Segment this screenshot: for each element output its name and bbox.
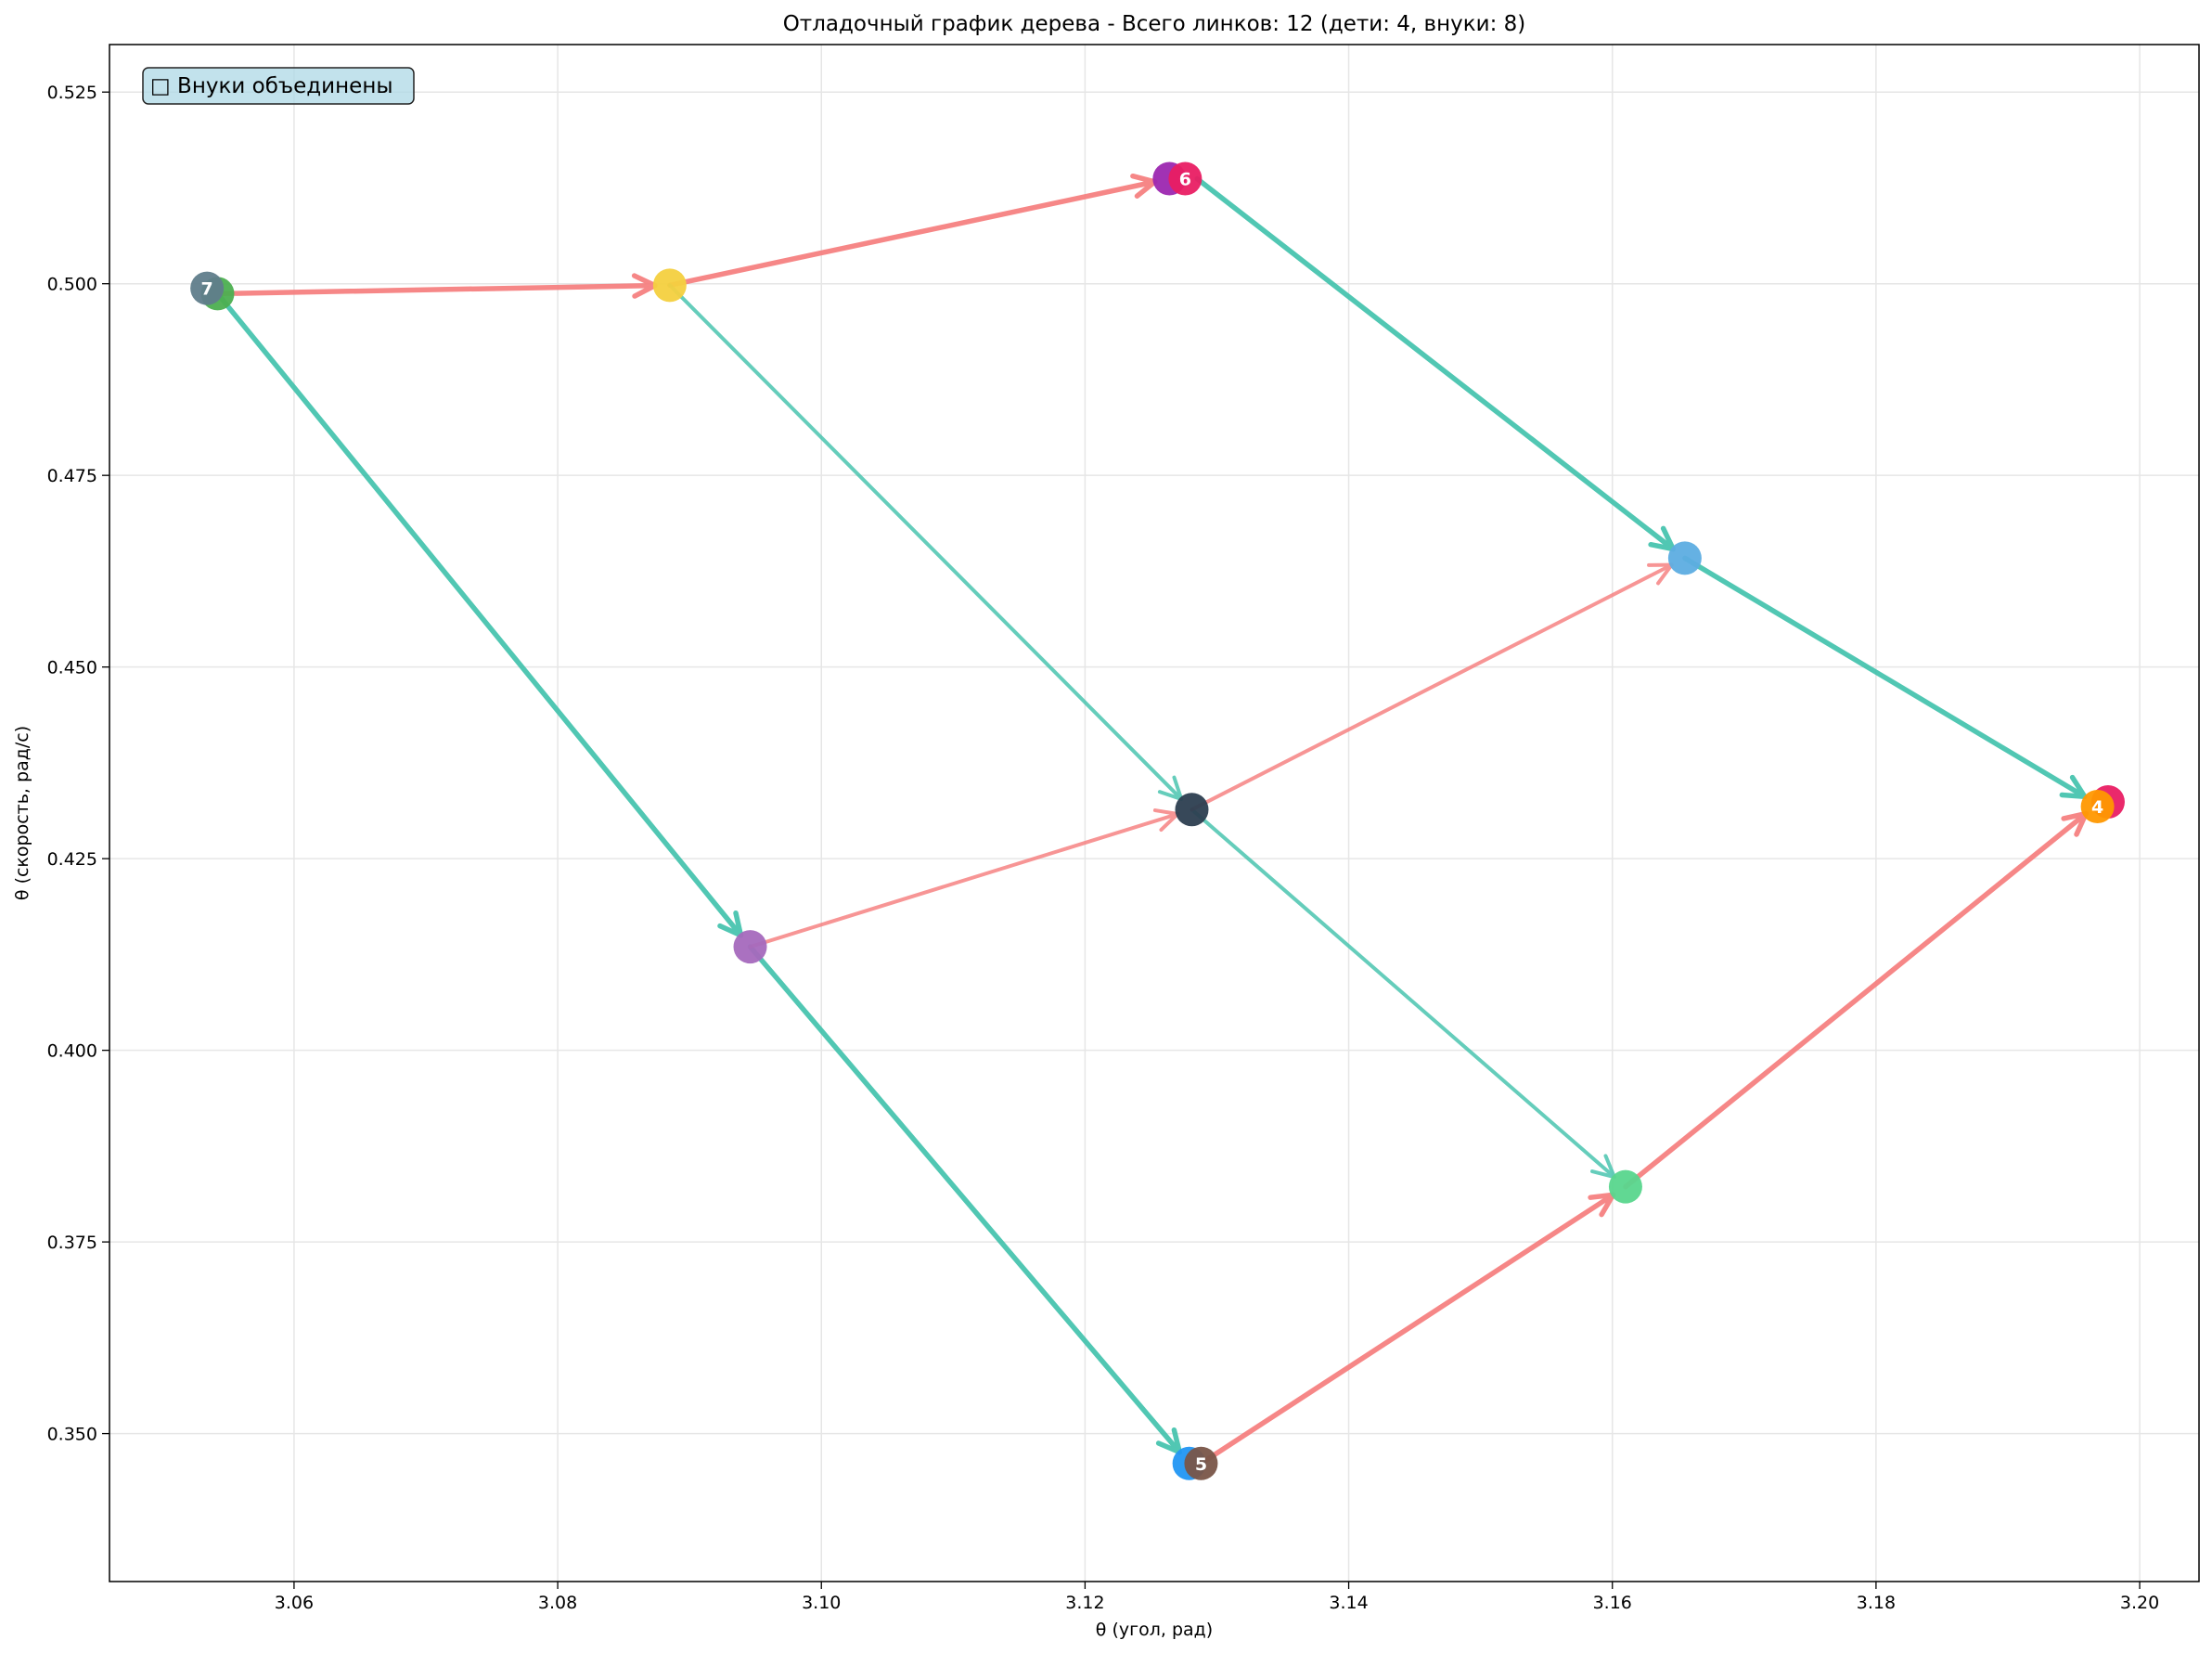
x-tick-label: 3.08 bbox=[538, 1593, 577, 1613]
tree-node bbox=[1175, 793, 1209, 827]
y-tick-label: 0.525 bbox=[47, 83, 97, 103]
legend-background bbox=[142, 67, 415, 105]
node-label: 4 bbox=[2091, 797, 2103, 818]
link-line bbox=[1190, 562, 1674, 812]
nodes: 7 6 5 4 bbox=[190, 161, 2125, 1480]
tree-node bbox=[652, 268, 687, 303]
link-line bbox=[1682, 555, 2088, 800]
node-marker bbox=[190, 271, 225, 305]
link-line bbox=[1198, 1192, 1616, 1466]
x-tick-label: 3.20 bbox=[2120, 1593, 2159, 1613]
link-line bbox=[747, 944, 1183, 1455]
node-marker bbox=[1168, 161, 1202, 196]
legend-box: □ Внуки объединены bbox=[142, 67, 415, 105]
node-marker bbox=[1608, 1169, 1642, 1204]
tree-node bbox=[1667, 541, 1702, 575]
tree-node: 7 bbox=[190, 271, 225, 305]
tree-node: 6 bbox=[1168, 161, 1202, 196]
node-marker bbox=[733, 930, 767, 964]
link-line bbox=[214, 291, 744, 938]
plot-frame bbox=[109, 44, 2200, 1582]
y-axis-ticks: 0.350 0.375 0.400 0.425 0.450 0.475 0.500 0.525 bbox=[47, 83, 109, 1445]
node-marker bbox=[652, 268, 687, 303]
y-tick-label: 0.400 bbox=[47, 1041, 97, 1062]
y-tick-label: 0.375 bbox=[47, 1233, 97, 1253]
x-axis-ticks: 3.06 3.08 3.10 3.12 3.14 3.16 3.18 3.20 bbox=[275, 1582, 2159, 1613]
legend-text: □ Внуки объединены bbox=[150, 74, 393, 98]
y-axis-label: θ (скорость, рад/с) bbox=[12, 726, 32, 900]
x-tick-label: 3.10 bbox=[802, 1593, 841, 1613]
y-tick-label: 0.450 bbox=[47, 658, 97, 678]
link-line bbox=[1623, 810, 2089, 1190]
node-marker bbox=[1667, 541, 1702, 575]
node-label: 6 bbox=[1179, 170, 1191, 190]
link-line bbox=[667, 283, 1184, 801]
tree-node bbox=[733, 930, 767, 964]
x-tick-label: 3.14 bbox=[1329, 1593, 1368, 1613]
chart-title: Отладочный график дерева - Всего линков:… bbox=[783, 12, 1526, 36]
x-tick-label: 3.16 bbox=[1593, 1593, 1632, 1613]
x-tick-label: 3.12 bbox=[1065, 1593, 1104, 1613]
node-label: 5 bbox=[1195, 1454, 1207, 1475]
y-tick-label: 0.350 bbox=[47, 1425, 97, 1445]
node-label: 7 bbox=[201, 279, 213, 300]
tree-node: 4 bbox=[2080, 789, 2115, 823]
y-tick-label: 0.500 bbox=[47, 275, 97, 295]
tree-node bbox=[1608, 1169, 1642, 1204]
link-line bbox=[1194, 175, 1676, 552]
link-line bbox=[748, 812, 1180, 949]
grid bbox=[109, 45, 2199, 1582]
link-line bbox=[1190, 807, 1616, 1180]
link-line bbox=[214, 282, 658, 297]
link-line bbox=[667, 179, 1158, 289]
x-axis-label: θ (угол, рад) bbox=[1096, 1620, 1213, 1640]
node-marker bbox=[1184, 1446, 1218, 1480]
node-marker bbox=[1175, 793, 1209, 827]
y-tick-label: 0.425 bbox=[47, 849, 97, 870]
node-marker bbox=[2080, 789, 2115, 823]
tree-node: 5 bbox=[1184, 1446, 1218, 1480]
y-tick-label: 0.475 bbox=[47, 466, 97, 486]
x-tick-label: 3.18 bbox=[1857, 1593, 1896, 1613]
x-tick-label: 3.06 bbox=[275, 1593, 314, 1613]
links bbox=[214, 173, 2089, 1466]
